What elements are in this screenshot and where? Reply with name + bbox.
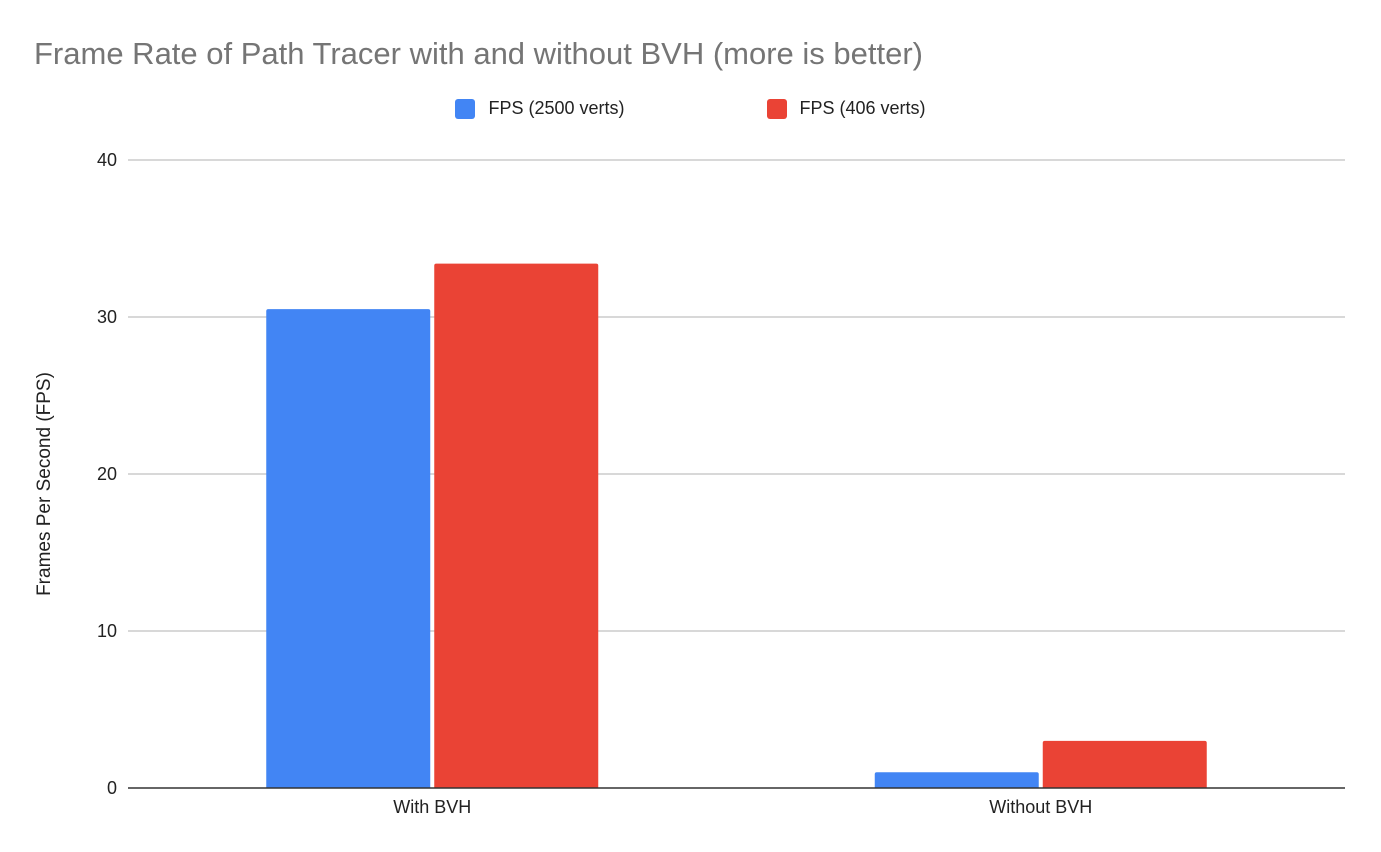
bar-without-bvh-series-1[interactable] [874, 772, 1039, 788]
bars [266, 263, 1207, 788]
y-tick-label-10: 10 [97, 621, 117, 641]
chart-title: Frame Rate of Path Tracer with and witho… [34, 36, 924, 71]
y-tick-label-40: 40 [97, 150, 117, 170]
legend-item-series-2[interactable]: FPS (406 verts) [766, 98, 926, 119]
y-tick-label-20: 20 [97, 464, 117, 484]
bar-without-bvh-series-2[interactable] [1042, 740, 1207, 788]
bar-with-bvh-series-1[interactable] [266, 309, 431, 788]
y-tick-labels: 0 10 20 30 40 [97, 150, 117, 798]
legend-label-series-1: FPS (2500 verts) [488, 98, 625, 118]
legend-label-series-2: FPS (406 verts) [799, 98, 926, 118]
y-tick-label-30: 30 [97, 307, 117, 327]
x-tick-label-with-bvh: With BVH [393, 797, 471, 817]
legend-item-series-1[interactable]: FPS (2500 verts) [455, 98, 625, 119]
legend-swatch-series-1 [455, 98, 476, 119]
x-tick-labels: With BVH Without BVH [393, 797, 1092, 817]
bar-with-bvh-series-2[interactable] [434, 263, 599, 788]
y-tick-label-0: 0 [107, 778, 117, 798]
x-tick-label-without-bvh: Without BVH [989, 797, 1092, 817]
y-axis-title: Frames Per Second (FPS) [34, 372, 55, 596]
legend-swatch-series-2 [766, 98, 787, 119]
legend: FPS (2500 verts) FPS (406 verts) [0, 98, 1381, 119]
